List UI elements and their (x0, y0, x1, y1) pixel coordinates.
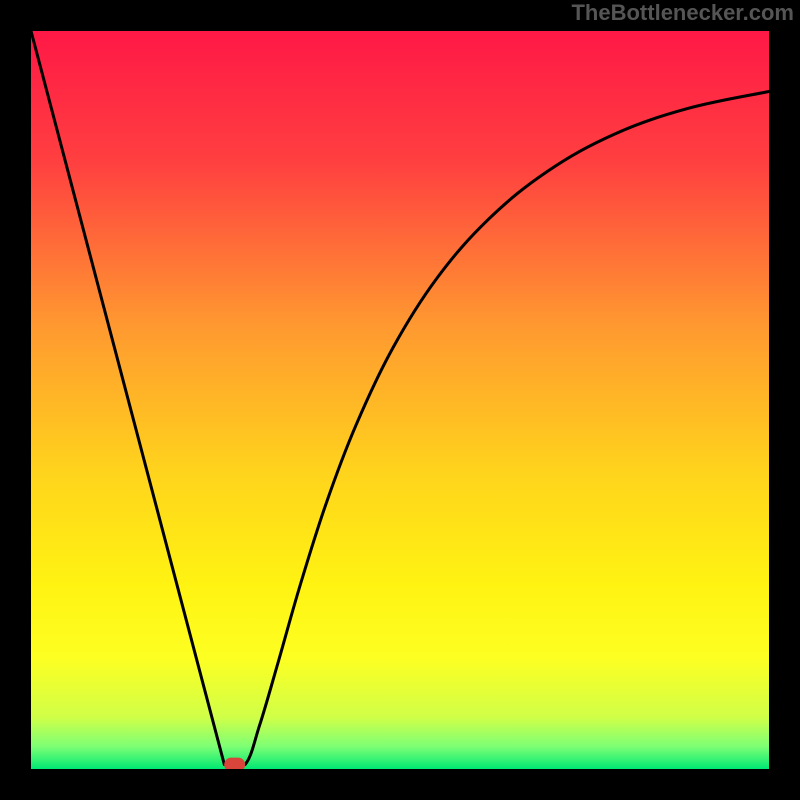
plot-area (31, 31, 769, 769)
bottleneck-curve (31, 31, 769, 765)
watermark-text: TheBottlenecker.com (571, 0, 794, 26)
chart-frame: TheBottlenecker.com (0, 0, 800, 800)
plot-curve-layer (31, 31, 769, 769)
minimum-marker (224, 758, 245, 769)
